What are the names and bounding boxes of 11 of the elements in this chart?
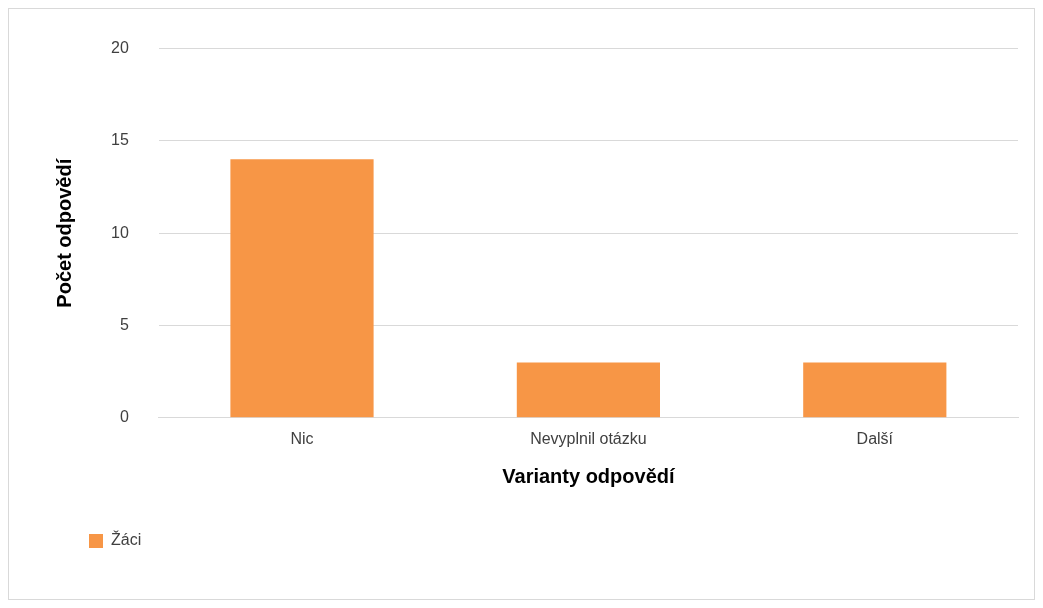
y-tick-label: 15 xyxy=(111,131,129,149)
x-tick-label: Další xyxy=(856,429,894,447)
x-tick-label: Nevyplnil otázku xyxy=(530,429,647,447)
y-tick-label: 5 xyxy=(119,315,129,333)
legend-label: Žáci xyxy=(111,530,142,549)
y-axis-title: Počet odpovědí xyxy=(52,157,75,308)
y-tick-label: 0 xyxy=(119,408,129,426)
y-tick-label: 20 xyxy=(111,39,129,57)
x-tick-label: Nic xyxy=(290,429,314,447)
y-tick-label: 10 xyxy=(111,223,129,241)
x-axis-title: Varianty odpovědí xyxy=(502,464,676,487)
